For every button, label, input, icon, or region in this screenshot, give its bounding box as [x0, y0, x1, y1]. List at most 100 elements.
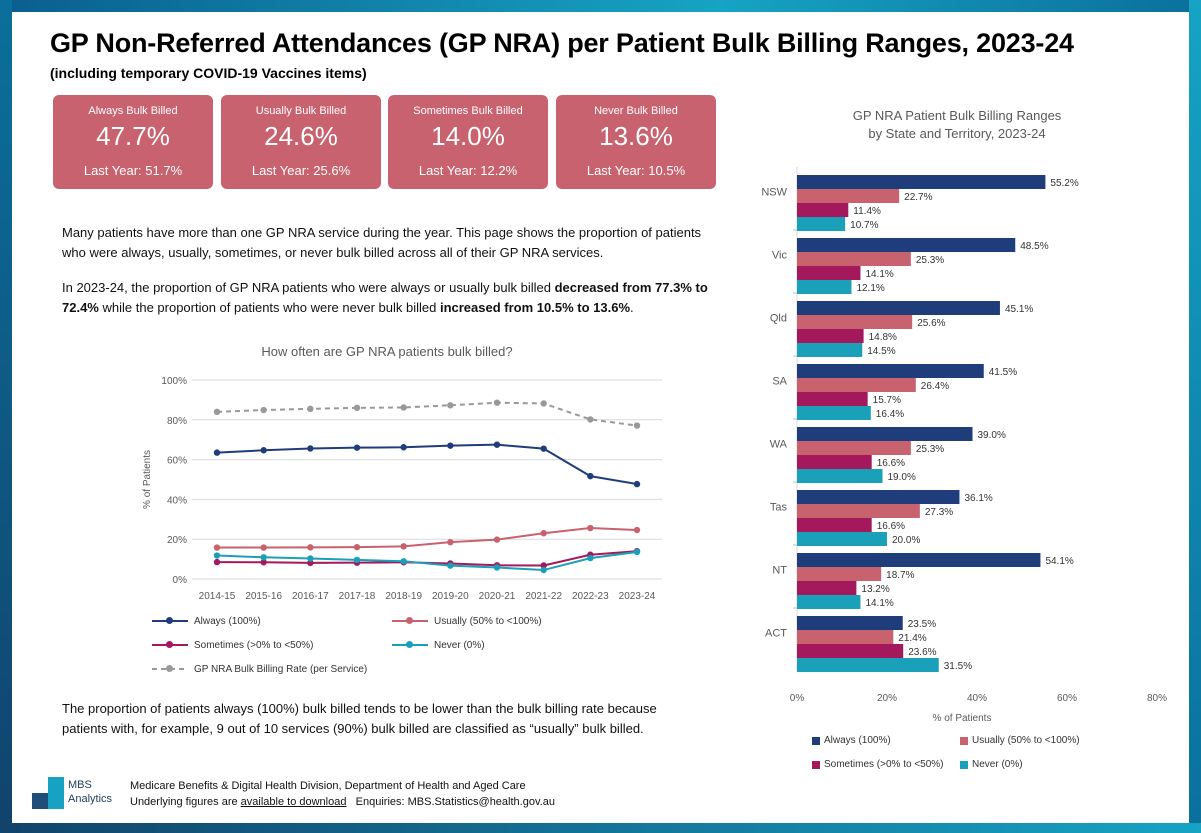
- x-tick-label: 0%: [790, 693, 805, 704]
- bar-value-label: 11.4%: [853, 206, 881, 217]
- x-tick-label: 2023-24: [619, 591, 656, 602]
- category-label: SA: [772, 376, 787, 388]
- data-point-always: [353, 444, 361, 451]
- data-point-sometimes: [213, 558, 221, 566]
- bar-value-label: 39.0%: [978, 430, 1006, 441]
- summary-highlight: increased from 10.5% to 13.6%: [439, 300, 630, 315]
- bar-never: [797, 658, 939, 672]
- data-point-never: [260, 554, 267, 561]
- report-page: GP Non-Referred Attendances (GP NRA) per…: [12, 12, 1189, 823]
- data-point-never: [633, 548, 641, 556]
- kpi-last-year: Last Year: 51.7%: [83, 163, 183, 178]
- bar-sometimes: [797, 644, 904, 658]
- y-tick-label: 20%: [167, 535, 187, 546]
- data-point-always: [493, 441, 501, 448]
- data-point-usually: [633, 526, 641, 534]
- legend-item-sometimes: Sometimes (>0% to <50%): [812, 759, 944, 770]
- bar-value-label: 23.5%: [908, 619, 936, 630]
- bar-sometimes: [797, 518, 872, 532]
- bar-value-label: 16.4%: [876, 409, 904, 420]
- bar-value-label: 41.5%: [989, 367, 1017, 378]
- category-label: WA: [770, 439, 788, 451]
- kpi-last-year: Last Year: 10.5%: [586, 163, 686, 178]
- kpi-last-year: Last Year: 12.2%: [418, 163, 518, 178]
- data-point-always: [260, 447, 267, 454]
- x-tick-label: 60%: [1057, 693, 1077, 704]
- data-point-never: [447, 562, 454, 569]
- bar-value-label: 13.2%: [861, 584, 889, 595]
- data-point-usually: [587, 524, 594, 532]
- x-tick-label: 2015-16: [245, 591, 282, 602]
- x-tick-label: 2018-19: [385, 591, 422, 602]
- bar-always: [797, 490, 960, 504]
- bar-sometimes: [797, 203, 849, 217]
- kpi-value: 14.0%: [431, 121, 505, 151]
- series-line-always: [216, 443, 638, 486]
- data-point-rate: [213, 408, 221, 416]
- legend-swatch: [960, 736, 968, 745]
- x-tick-label: 40%: [967, 693, 987, 704]
- bar-sometimes: [797, 455, 872, 469]
- legend-label: Usually (50% to <100%): [972, 735, 1080, 746]
- bar-usually: [797, 315, 913, 329]
- kpi-value: 24.6%: [264, 121, 338, 151]
- data-point-sometimes: [540, 562, 547, 569]
- data-point-rate: [400, 404, 407, 411]
- bar-value-label: 14.1%: [865, 598, 893, 609]
- data-point-always: [633, 480, 641, 488]
- data-point-always: [400, 444, 407, 451]
- data-point-rate: [633, 422, 641, 429]
- legend-label: Never (0%): [434, 639, 485, 651]
- x-tick-label: 2014-15: [199, 591, 236, 602]
- category-label: Qld: [770, 313, 787, 325]
- bar-value-label: 48.5%: [1020, 241, 1048, 252]
- x-tick-label: 80%: [1147, 693, 1167, 704]
- data-point-usually: [213, 544, 221, 551]
- data-point-never: [213, 552, 221, 559]
- summary-text: In 2023-24, the proportion of GP NRA pat…: [62, 280, 555, 295]
- footer-enquiries: Enquiries: MBS.Statistics@health.gov.au: [346, 796, 555, 808]
- page-subtitle: (including temporary COVID-19 Vaccines i…: [50, 65, 367, 81]
- bar-sometimes: [797, 392, 868, 406]
- data-point-always: [540, 445, 547, 452]
- legend-swatch: [152, 662, 188, 676]
- data-point-usually: [353, 543, 361, 551]
- data-point-never: [493, 564, 501, 571]
- x-tick-label: 2016-17: [292, 591, 329, 602]
- category-label: Vic: [772, 250, 788, 262]
- bar-usually: [797, 252, 911, 266]
- frame-left: [0, 0, 12, 833]
- kpi-card-always: Always Bulk Billed 47.7% Last Year: 51.7…: [53, 95, 213, 189]
- bar-value-label: 16.6%: [877, 458, 905, 469]
- bar-value-label: 25.6%: [917, 318, 945, 329]
- bar-chart: NSW 55.2% 22.7% 11.4% 10.7% Vic 48.5% 25.3% 14.1…: [761, 167, 1167, 722]
- frame-right: [1189, 0, 1201, 833]
- bar-value-label: 45.1%: [1005, 304, 1033, 315]
- y-tick-label: 0%: [173, 575, 188, 586]
- bar-never: [797, 217, 846, 231]
- line-chart: 0% 20% 40% 60% 80% 100% 2014-15 2015-16 2016-17 2…: [142, 376, 662, 602]
- page-title: GP Non-Referred Attendances (GP NRA) per…: [50, 28, 1074, 58]
- bar-value-label: 21.4%: [898, 633, 926, 644]
- legend-swatch: [392, 638, 428, 652]
- legend-label: Sometimes (>0% to <50%): [824, 759, 944, 770]
- kpi-value: 47.7%: [96, 121, 170, 151]
- legend-label: Always (100%): [824, 735, 891, 746]
- data-point-rate: [447, 402, 454, 409]
- bar-value-label: 31.5%: [944, 661, 972, 672]
- bar-always: [797, 238, 1016, 252]
- frame-bottom: [0, 823, 1201, 833]
- bar-never: [797, 532, 887, 546]
- kpi-label: Usually Bulk Billed: [255, 105, 347, 117]
- data-point-always: [213, 449, 221, 456]
- kpi-card-never: Never Bulk Billed 13.6% Last Year: 10.5%: [556, 95, 716, 189]
- legend-item-always: Always (100%): [152, 614, 261, 628]
- bar-sometimes: [797, 329, 864, 343]
- data-point-never: [540, 566, 547, 574]
- summary-text: .: [630, 300, 634, 315]
- category-label: NSW: [761, 187, 787, 199]
- logo-line: MBS: [68, 779, 92, 791]
- data-point-never: [400, 558, 407, 565]
- series-line-rate: [216, 401, 638, 427]
- download-link[interactable]: available to download: [240, 796, 347, 808]
